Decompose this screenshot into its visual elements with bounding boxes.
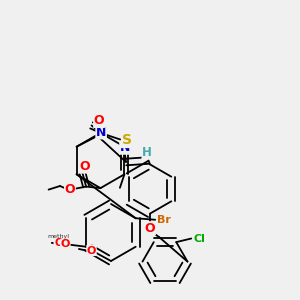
Text: H: H <box>142 146 152 159</box>
Text: O: O <box>80 160 90 173</box>
Text: O: O <box>87 245 96 256</box>
Text: N: N <box>120 141 130 154</box>
Text: O: O <box>61 239 70 249</box>
Text: S: S <box>122 134 132 147</box>
Text: O: O <box>145 222 155 235</box>
Text: O: O <box>54 238 63 248</box>
Text: Br: Br <box>157 215 170 225</box>
Text: O: O <box>94 114 104 128</box>
Text: methyl: methyl <box>47 234 69 239</box>
Text: O: O <box>64 183 75 196</box>
Text: Cl: Cl <box>194 233 206 244</box>
Text: N: N <box>96 126 106 139</box>
